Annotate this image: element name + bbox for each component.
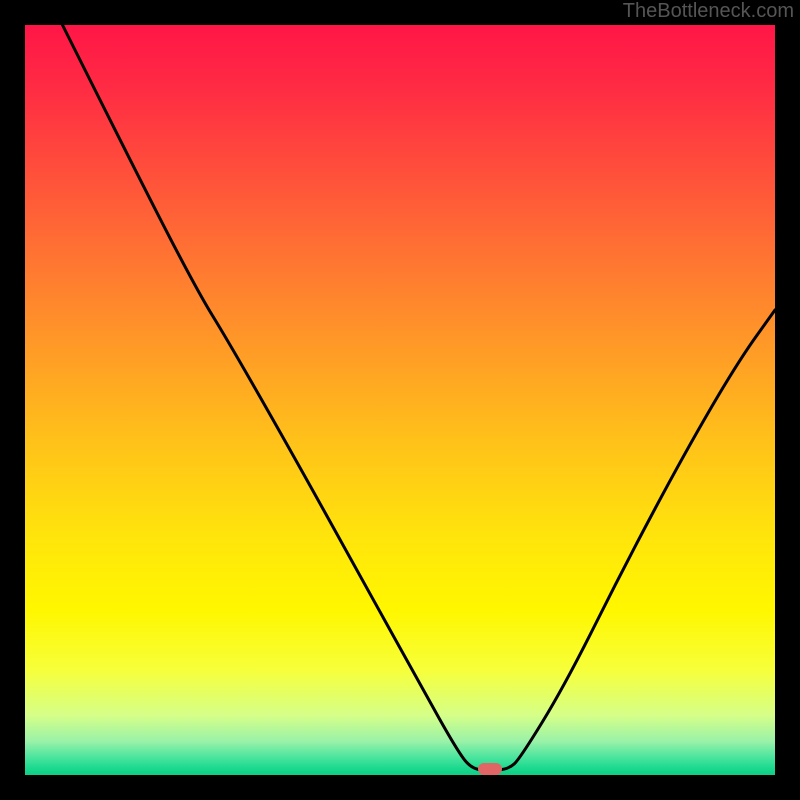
plot-background <box>25 25 775 775</box>
bottleneck-chart <box>0 0 800 800</box>
trough-marker <box>478 763 502 775</box>
chart-stage: TheBottleneck.com <box>0 0 800 800</box>
